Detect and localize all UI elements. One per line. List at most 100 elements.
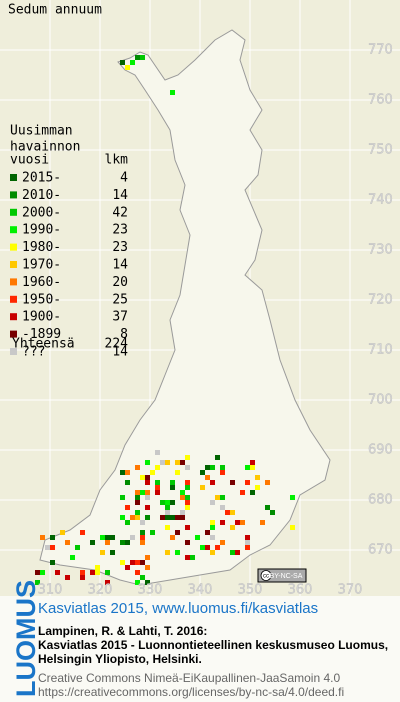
- observation-square: [205, 545, 210, 550]
- atlas-link[interactable]: Kasviatlas 2015, www.luomus.fi/kasviatla…: [38, 600, 318, 617]
- observation-square: [165, 550, 170, 555]
- license-line[interactable]: https://creativecommons.org/licenses/by-…: [38, 685, 344, 699]
- observation-square: [165, 515, 170, 520]
- observation-square: [210, 520, 215, 525]
- observation-square: [130, 60, 135, 65]
- observation-square: [65, 540, 70, 545]
- observation-square: [100, 535, 105, 540]
- observation-square: [125, 565, 130, 570]
- observation-square: [155, 485, 160, 490]
- observation-square: [145, 475, 150, 480]
- observation-square: [125, 480, 130, 485]
- badge-text: BY-NC-SA: [270, 573, 303, 580]
- observation-square: [265, 505, 270, 510]
- y-tick-label: 690: [368, 443, 393, 458]
- observation-square: [205, 530, 210, 535]
- observation-square: [160, 515, 165, 520]
- legend-label: 2015-: [22, 171, 61, 186]
- observation-square: [170, 515, 175, 520]
- observation-square: [245, 540, 250, 545]
- observation-square: [245, 465, 250, 470]
- observation-square: [185, 555, 190, 560]
- legend-swatch: [10, 348, 17, 355]
- legend-count-header: lkm: [105, 153, 129, 168]
- legend-count: 14: [112, 345, 128, 360]
- observation-square: [230, 550, 235, 555]
- observation-square: [140, 560, 145, 565]
- observation-square: [290, 495, 295, 500]
- observation-square: [195, 535, 200, 540]
- observation-square: [110, 550, 115, 555]
- observation-square: [210, 465, 215, 470]
- legend-count: 4: [120, 171, 128, 186]
- observation-square: [255, 485, 260, 490]
- observation-square: [220, 495, 225, 500]
- observation-square: [180, 510, 185, 515]
- observation-square: [155, 450, 160, 455]
- luomus-logo: LUOMUS: [11, 580, 41, 697]
- observation-square: [250, 460, 255, 465]
- observation-square: [170, 500, 175, 505]
- observation-square: [140, 55, 145, 60]
- legend-count: 23: [112, 240, 128, 255]
- observation-square: [140, 535, 145, 540]
- legend-heading: havainnon: [10, 140, 80, 155]
- legend-swatch: [10, 313, 17, 321]
- legend-count: 23: [112, 223, 128, 238]
- observation-square: [120, 495, 125, 500]
- observation-square: [165, 525, 170, 530]
- observation-square: [240, 490, 245, 495]
- legend-year-header: vuosi: [10, 153, 49, 168]
- observation-square: [110, 535, 115, 540]
- observation-square: [290, 525, 295, 530]
- x-tick-label: 320: [88, 583, 113, 598]
- legend-label: -1899: [22, 327, 61, 342]
- legend-label: 1990-: [22, 223, 61, 238]
- y-tick-label: 760: [368, 93, 393, 108]
- observation-square: [80, 575, 85, 580]
- observation-square: [130, 535, 135, 540]
- observation-square: [90, 570, 95, 575]
- observation-square: [170, 535, 175, 540]
- observation-square: [145, 460, 150, 465]
- legend-count: 20: [112, 275, 128, 290]
- observation-square: [140, 530, 145, 535]
- legend-heading: Uusimman: [10, 124, 73, 139]
- citation-line: Lampinen, R. & Lahti, T. 2016:: [38, 624, 207, 638]
- x-tick-label: 340: [188, 583, 213, 598]
- observation-square: [255, 475, 260, 480]
- y-tick-label: 730: [368, 243, 393, 258]
- observation-square: [50, 560, 55, 565]
- observation-square: [175, 550, 180, 555]
- legend-count: 14: [112, 258, 128, 273]
- observation-square: [180, 495, 185, 500]
- observation-square: [90, 540, 95, 545]
- y-tick-label: 750: [368, 143, 393, 158]
- observation-square: [170, 480, 175, 485]
- legend-total-count: 224: [105, 337, 129, 352]
- license-line: Creative Commons Nimeä-EiKaupallinen-Jaa…: [38, 671, 340, 685]
- observation-square: [145, 495, 150, 500]
- observation-square: [120, 60, 125, 65]
- observation-square: [35, 580, 40, 585]
- observation-square: [140, 520, 145, 525]
- observation-square: [190, 555, 195, 560]
- legend-label: ???: [22, 345, 45, 360]
- observation-square: [135, 465, 140, 470]
- legend-label: 1970-: [22, 258, 61, 273]
- observation-square: [215, 545, 220, 550]
- observation-square: [120, 540, 125, 545]
- observation-square: [145, 505, 150, 510]
- observation-square: [125, 470, 130, 475]
- legend-swatch: [10, 243, 17, 251]
- species-title: Sedum annuum: [8, 3, 102, 18]
- observation-square: [105, 580, 110, 585]
- observation-square: [145, 555, 150, 560]
- observation-square: [135, 510, 140, 515]
- observation-square: [145, 490, 150, 495]
- observation-square: [185, 500, 190, 505]
- observation-square: [150, 470, 155, 475]
- observation-square: [175, 530, 180, 535]
- observation-square: [180, 515, 185, 520]
